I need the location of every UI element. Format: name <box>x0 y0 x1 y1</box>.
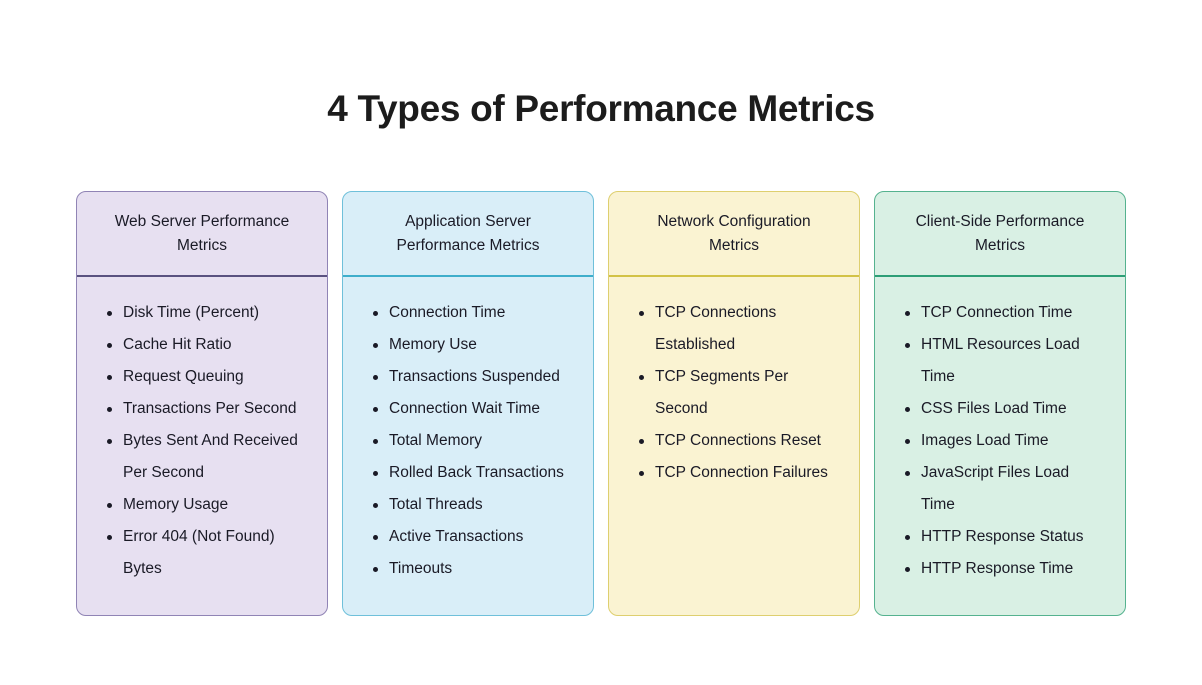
list-item: Disk Time (Percent) <box>103 297 301 329</box>
list-item: Memory Use <box>369 329 567 361</box>
list-item: JavaScript Files Load Time <box>901 457 1099 521</box>
card-header: Client-Side Performance Metrics <box>875 192 1125 277</box>
card-list: Disk Time (Percent) Cache Hit Ratio Reques… <box>77 277 327 585</box>
list-item: Timeouts <box>369 553 567 585</box>
list-item: Active Transactions <box>369 521 567 553</box>
list-item: Connection Wait Time <box>369 393 567 425</box>
card-list: TCP Connection Time HTML Resources Load T… <box>875 277 1125 585</box>
list-item: Error 404 (Not Found) Bytes <box>103 521 301 585</box>
list-item: Request Queuing <box>103 361 301 393</box>
card-header: Web Server Performance Metrics <box>77 192 327 277</box>
metric-cards-row: Web Server Performance Metrics Disk Time… <box>76 191 1126 616</box>
metric-card: Network Configuration Metrics TCP Connec… <box>608 191 860 616</box>
list-item: Rolled Back Transactions <box>369 457 567 489</box>
list-item: Transactions Suspended <box>369 361 567 393</box>
list-item: Bytes Sent And Received Per Second <box>103 425 301 489</box>
card-list: Connection Time Memory Use Transactions Su… <box>343 277 593 585</box>
list-item: HTTP Response Status <box>901 521 1099 553</box>
page-title: 4 Types of Performance Metrics <box>327 88 875 129</box>
metric-card: Client-Side Performance Metrics TCP Conn… <box>874 191 1126 616</box>
list-item: HTML Resources Load Time <box>901 329 1099 393</box>
list-item: TCP Connections Reset <box>635 425 833 457</box>
card-header: Network Configuration Metrics <box>609 192 859 277</box>
card-title: Application Server Performance Metrics <box>396 212 540 254</box>
card-title: Web Server Performance Metrics <box>114 212 290 254</box>
list-item: Cache Hit Ratio <box>103 329 301 361</box>
card-title: Client-Side Performance Metrics <box>915 212 1085 254</box>
list-item: Connection Time <box>369 297 567 329</box>
list-item: TCP Segments Per Second <box>635 361 833 425</box>
card-header: Application Server Performance Metrics <box>343 192 593 277</box>
list-item: Memory Usage <box>103 489 301 521</box>
list-item: Images Load Time <box>901 425 1099 457</box>
card-title: Network Configuration Metrics <box>657 212 811 254</box>
list-item: HTTP Response Time <box>901 553 1099 585</box>
list-item: TCP Connections Established <box>635 297 833 361</box>
list-item: TCP Connection Failures <box>635 457 833 489</box>
metric-card: Web Server Performance Metrics Disk Time… <box>76 191 328 616</box>
list-item: TCP Connection Time <box>901 297 1099 329</box>
list-item: Transactions Per Second <box>103 393 301 425</box>
list-item: CSS Files Load Time <box>901 393 1099 425</box>
metric-card: Application Server Performance Metrics C… <box>342 191 594 616</box>
list-item: Total Threads <box>369 489 567 521</box>
list-item: Total Memory <box>369 425 567 457</box>
card-list: TCP Connections Established TCP Segments … <box>609 277 859 489</box>
